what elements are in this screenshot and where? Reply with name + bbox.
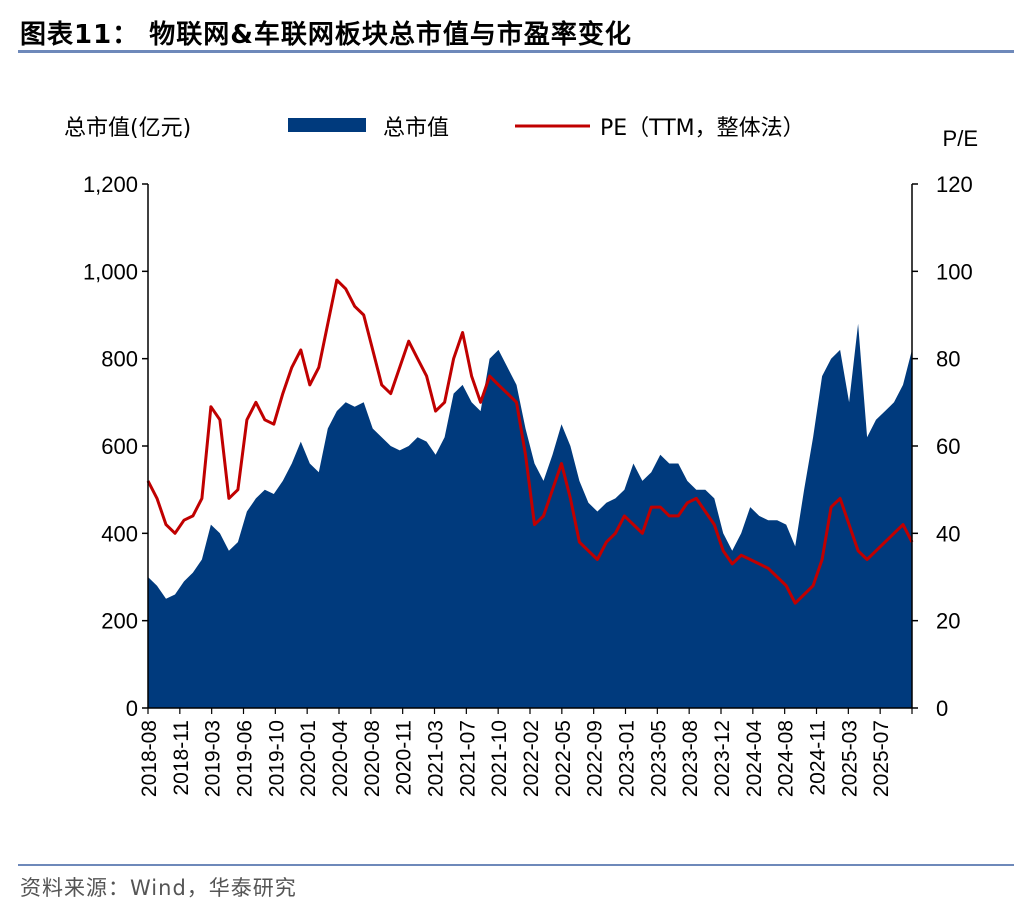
plot-area: [146, 278, 914, 708]
left-axis-label: 总市值(亿元): [64, 116, 191, 141]
left-tick-label: 600: [101, 434, 138, 459]
left-tick-label: 200: [101, 609, 138, 634]
market-cap-area: [148, 323, 912, 708]
legend: 总市值 PE（TTM，整体法）: [288, 116, 805, 141]
x-tick-label: 2020-08: [361, 720, 384, 797]
x-tick-label: 2019-03: [202, 720, 225, 797]
x-tick-label: 2023-01: [616, 720, 639, 797]
x-tick-label: 2023-05: [647, 720, 670, 797]
right-tick-label: 0: [936, 696, 948, 721]
top-divider: [18, 50, 1014, 53]
x-tick-label: 2020-11: [393, 720, 416, 796]
x-tick-label: 2025-07: [870, 720, 893, 797]
x-tick-label: 2021-03: [425, 720, 448, 797]
x-tick-label: 2018-08: [138, 720, 161, 797]
x-tick-label: 2023-08: [679, 720, 702, 797]
legend-swatch-market-cap: [288, 118, 366, 132]
x-tick-label: 2022-02: [520, 720, 543, 797]
right-tick-label: 20: [936, 609, 960, 634]
x-tick-label: 2018-11: [170, 720, 193, 796]
left-tick-label: 1,000: [83, 259, 138, 284]
x-tick-label: 2019-10: [265, 720, 288, 797]
source-note: 资料来源：Wind，华泰研究: [20, 876, 297, 900]
axes: 0 200 400 600 800 1,000 1,200 0 20 40 60 80 100 120 20…: [83, 172, 973, 797]
left-tick-label: 0: [126, 696, 138, 721]
right-axis-label: P/E: [943, 126, 978, 151]
legend-label-market-cap: 总市值: [383, 116, 449, 141]
right-tick-label: 100: [936, 259, 973, 284]
bottom-divider: [18, 864, 1014, 866]
x-tick-label: 2022-05: [552, 720, 575, 797]
x-tick-label: 2023-12: [711, 720, 734, 797]
x-tick-label: 2022-09: [584, 720, 607, 797]
right-tick-label: 80: [936, 347, 960, 372]
left-tick-label: 1,200: [83, 172, 138, 197]
left-tick-label: 400: [101, 521, 138, 546]
legend-label-pe: PE（TTM，整体法）: [600, 116, 805, 141]
left-tick-label: 800: [101, 347, 138, 372]
right-tick-label: 120: [936, 172, 973, 197]
x-tick-label: 2024-11: [807, 720, 830, 796]
pe-line: [146, 278, 914, 605]
x-tick-label: 2021-07: [456, 720, 479, 797]
right-tick-label: 40: [936, 521, 960, 546]
x-tick-label: 2024-04: [743, 720, 766, 797]
x-tick-label: 2021-10: [488, 720, 511, 797]
chart-title: 图表11： 物联网&车联网板块总市值与市盈率变化: [20, 20, 632, 50]
x-tick-label: 2024-08: [775, 720, 798, 797]
x-tick-label: 2020-04: [329, 720, 352, 797]
right-tick-label: 60: [936, 434, 960, 459]
x-tick-label: 2020-01: [297, 720, 320, 797]
x-tick-label: 2025-03: [838, 720, 861, 797]
x-tick-label: 2019-06: [234, 720, 257, 797]
